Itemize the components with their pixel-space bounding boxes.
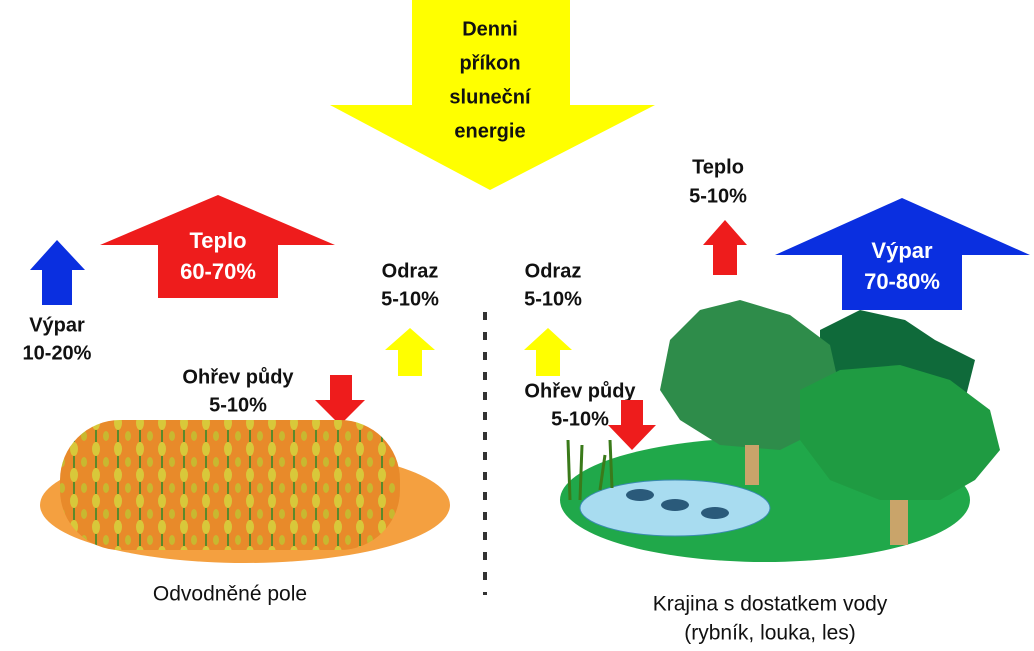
arrow-red [703, 220, 747, 275]
label: 70-80% [864, 269, 940, 294]
label: Výpar [871, 238, 933, 263]
duck [701, 507, 729, 519]
duck [661, 499, 689, 511]
field-crops [60, 420, 400, 550]
caption: (rybník, louka, les) [684, 622, 856, 645]
sun-text: Denni [462, 18, 518, 40]
sun-text: příkon [459, 52, 520, 74]
label: Odraz [382, 260, 439, 282]
arrow-yellow [524, 328, 572, 376]
label: 10-20% [23, 342, 92, 364]
label: 5-10% [689, 185, 747, 207]
arrow-yellow [385, 328, 435, 376]
trunk [745, 445, 759, 485]
caption: Krajina s dostatkem vody [653, 593, 888, 616]
caption: Odvodněné pole [153, 583, 307, 606]
label: 5-10% [551, 408, 609, 430]
label: Ohřev půdy [182, 366, 294, 388]
sun-text: sluneční [449, 86, 532, 108]
arrow-red [315, 375, 365, 425]
label: Ohřev půdy [524, 380, 636, 402]
label: Teplo [189, 228, 246, 253]
label: 5-10% [209, 394, 267, 416]
diagram: Denni příkon sluneční energie Výpar 10-2… [0, 0, 1034, 651]
trunk [890, 500, 908, 545]
sun-text: energie [454, 120, 525, 142]
label: 60-70% [180, 259, 256, 284]
label: 5-10% [381, 288, 439, 310]
label: 5-10% [524, 288, 582, 310]
label: Odraz [525, 260, 582, 282]
arrow-red [608, 400, 656, 450]
arrow-blue [30, 240, 85, 305]
label: Teplo [692, 156, 744, 178]
tree [800, 365, 1000, 500]
duck [626, 489, 654, 501]
label: Výpar [29, 314, 85, 336]
